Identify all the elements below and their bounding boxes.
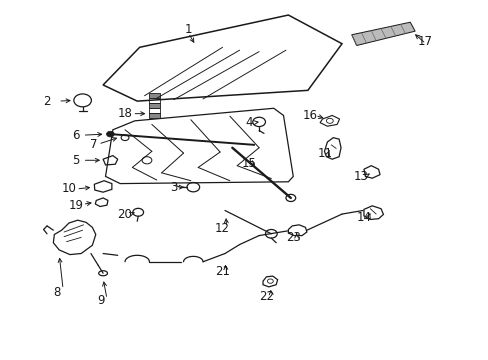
Text: 16: 16 (302, 109, 317, 122)
Text: 21: 21 (215, 265, 229, 278)
Text: 18: 18 (117, 107, 132, 120)
Text: 7: 7 (89, 138, 97, 150)
Text: 10: 10 (61, 183, 76, 195)
Text: 9: 9 (97, 294, 104, 307)
Text: 1: 1 (184, 23, 192, 36)
Bar (149, 98, 160, 103)
Text: 13: 13 (353, 170, 368, 183)
Text: 23: 23 (285, 231, 300, 244)
Text: 19: 19 (69, 199, 83, 212)
Text: 20: 20 (117, 208, 132, 221)
Bar (149, 103, 160, 108)
Text: 5: 5 (72, 154, 80, 167)
Text: 14: 14 (356, 211, 371, 224)
Text: 15: 15 (242, 157, 256, 170)
Text: 8: 8 (53, 287, 61, 300)
Text: 4: 4 (245, 116, 253, 129)
Text: 17: 17 (417, 35, 431, 49)
Bar (149, 113, 160, 118)
Text: 6: 6 (72, 129, 80, 142)
Bar (149, 108, 160, 113)
Text: 11: 11 (317, 147, 332, 159)
Text: 3: 3 (170, 181, 177, 194)
Bar (149, 93, 160, 98)
Text: 12: 12 (215, 222, 229, 235)
Polygon shape (351, 22, 414, 45)
Circle shape (106, 131, 114, 137)
Text: 22: 22 (259, 290, 273, 303)
Text: 2: 2 (43, 95, 51, 108)
